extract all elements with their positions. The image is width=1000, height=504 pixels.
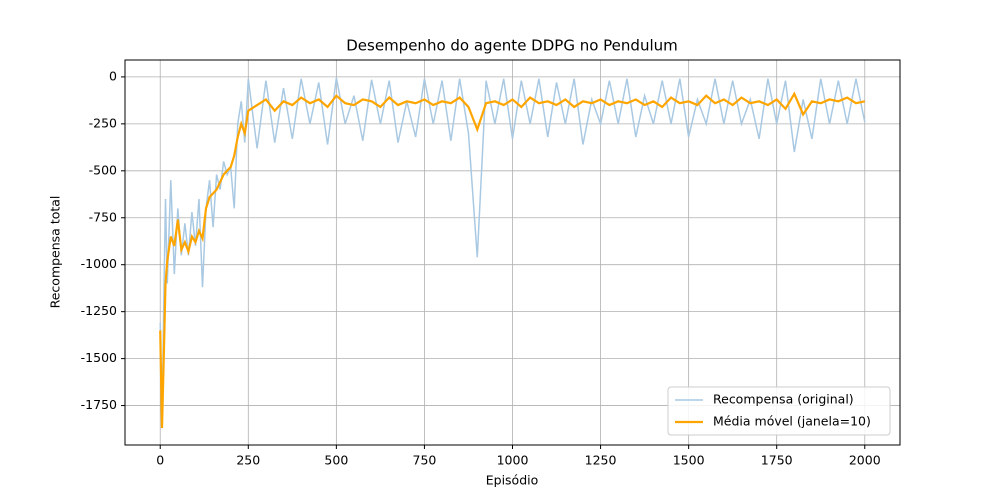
x-tick-label: 1000 (497, 453, 529, 468)
legend-label: Média móvel (janela=10) (713, 414, 871, 429)
y-tick-label: -500 (89, 162, 117, 177)
x-tick-label: 750 (413, 453, 437, 468)
x-tick-label: 0 (156, 453, 164, 468)
plot-frame (124, 59, 901, 446)
legend-label: Recompensa (original) (713, 392, 854, 407)
legend-box (667, 386, 891, 436)
x-axis-label: Episódio (486, 473, 539, 488)
y-tick-label: -250 (89, 115, 117, 130)
y-axis-label: Recompensa total (48, 196, 63, 309)
x-tick-label: 250 (236, 453, 260, 468)
x-tick-label: 2000 (849, 453, 881, 468)
x-tick-label: 500 (324, 453, 348, 468)
y-tick-label: -1250 (81, 303, 117, 318)
y-tick-label: -750 (89, 209, 117, 224)
x-tick-label: 1500 (673, 453, 705, 468)
chart-title: Desempenho do agente DDPG no Pendulum (346, 37, 678, 55)
series-line (159, 91, 865, 429)
y-tick-label: -1750 (81, 397, 117, 412)
y-tick-label: -1000 (81, 256, 117, 271)
y-tick-label: -1500 (81, 350, 117, 365)
x-tick-label: 1750 (761, 453, 793, 468)
x-tick-label: 1250 (585, 453, 617, 468)
y-tick-label: 0 (109, 68, 117, 83)
